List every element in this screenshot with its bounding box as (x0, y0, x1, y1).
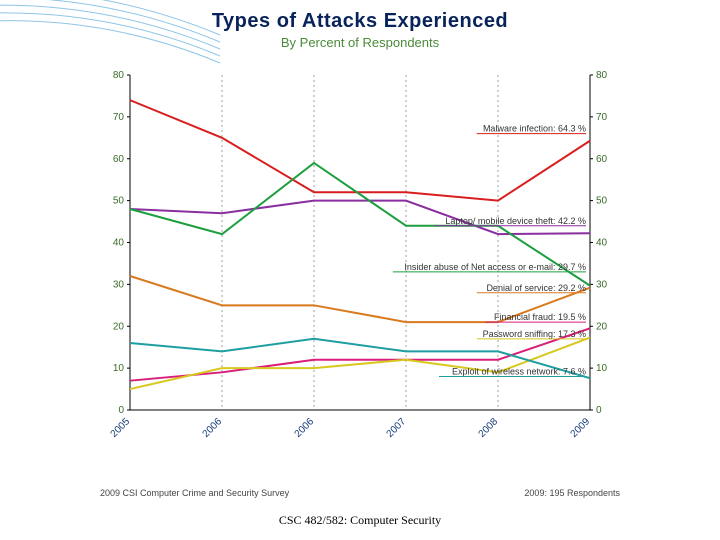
svg-text:60: 60 (113, 154, 125, 165)
svg-text:20: 20 (113, 321, 125, 332)
svg-text:Password sniffing: 17.3 %: Password sniffing: 17.3 % (483, 329, 586, 339)
svg-text:Insider abuse of Net access or: Insider abuse of Net access or e-mail: 2… (404, 262, 586, 272)
svg-text:2006: 2006 (201, 416, 225, 440)
svg-text:30: 30 (113, 279, 125, 290)
chart-header: Types of Attacks Experienced By Percent … (80, 10, 640, 50)
svg-text:Exploit of wireless network:: Exploit of wireless network: 7.6 % (452, 367, 586, 377)
svg-text:2005: 2005 (109, 416, 133, 440)
chart-subtitle: By Percent of Respondents (80, 35, 640, 50)
svg-text:50: 50 (596, 196, 608, 207)
svg-text:20: 20 (596, 321, 608, 332)
svg-text:70: 70 (596, 112, 608, 123)
svg-text:2007: 2007 (385, 416, 409, 440)
footer-left: 2009 CSI Computer Crime and Security Sur… (100, 488, 289, 498)
svg-text:0: 0 (596, 405, 602, 416)
svg-text:80: 80 (113, 70, 125, 81)
svg-text:2008: 2008 (477, 416, 501, 440)
svg-text:10: 10 (113, 363, 125, 374)
svg-text:2006: 2006 (293, 416, 317, 440)
svg-text:40: 40 (113, 238, 125, 249)
chart-title: Types of Attacks Experienced (80, 10, 640, 33)
svg-text:40: 40 (596, 238, 608, 249)
svg-text:80: 80 (596, 70, 608, 81)
svg-text:Laptop/ mobile device theft:: Laptop/ mobile device theft: 42.2 % (445, 216, 586, 226)
svg-text:0: 0 (118, 405, 124, 416)
svg-text:2009: 2009 (569, 416, 593, 440)
svg-text:10: 10 (596, 363, 608, 374)
svg-text:30: 30 (596, 279, 608, 290)
svg-text:Malware infection: 64.3 %: Malware infection: 64.3 % (483, 124, 586, 134)
footer-right: 2009: 195 Respondents (524, 488, 620, 498)
svg-text:50: 50 (113, 196, 125, 207)
svg-text:70: 70 (113, 112, 125, 123)
svg-text:Financial fraud: 19.5 %: Financial fraud: 19.5 % (494, 312, 586, 322)
svg-text:60: 60 (596, 154, 608, 165)
svg-text:Denial of service: 29.2 %: Denial of service: 29.2 % (486, 283, 586, 293)
chart-plot: 0 0 10 10 20 20 30 30 40 40 50 50 60 60 70 70 80 80 2005 20… (100, 70, 620, 470)
footer-center: CSC 482/582: Computer Security (0, 513, 720, 528)
